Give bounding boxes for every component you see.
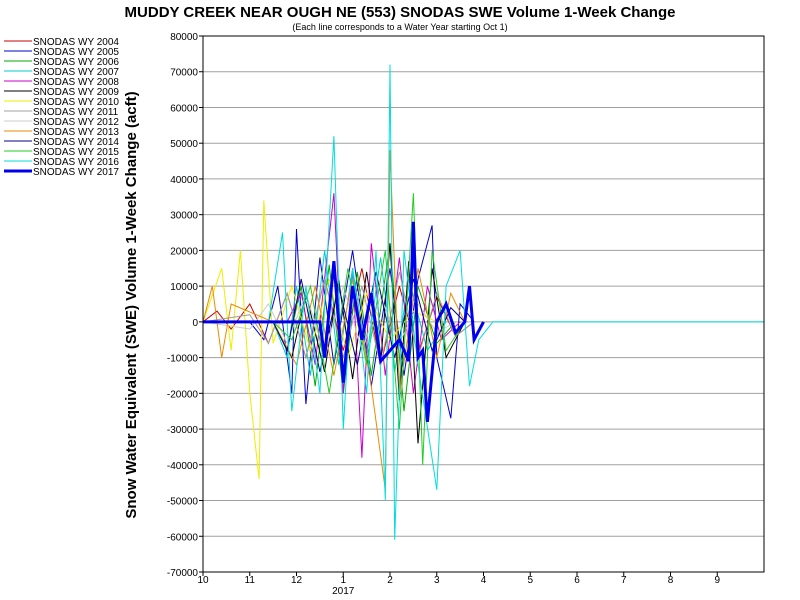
x-axis-ticks: 10 11 12 1 2 3 4 5 6 7 8 9 xyxy=(197,572,720,586)
series-line xyxy=(202,271,475,365)
y-tick-label: -70000 xyxy=(167,568,199,579)
x-tick-label: 1 xyxy=(340,575,346,586)
legend-label: SNODAS WY 2007 xyxy=(33,67,119,78)
legend-label: SNODAS WY 2009 xyxy=(33,87,119,98)
x-tick-label: 5 xyxy=(527,575,533,586)
chart-subtitle: (Each line corresponds to a Water Year s… xyxy=(292,22,507,32)
x-tick-label: 7 xyxy=(621,575,627,586)
y-tick-label: 50000 xyxy=(170,139,198,150)
x-tick-label: 3 xyxy=(434,575,440,586)
y-tick-label: -10000 xyxy=(167,354,199,365)
legend-label: SNODAS WY 2004 xyxy=(33,37,119,48)
legend-label: SNODAS WY 2005 xyxy=(33,47,119,58)
y-tick-label: 40000 xyxy=(170,175,198,186)
y-tick-label: 60000 xyxy=(170,103,198,114)
y-tick-label: 10000 xyxy=(170,282,198,293)
series-line xyxy=(202,284,456,356)
x-year-label: 2017 xyxy=(332,586,355,597)
x-tick-label: 12 xyxy=(291,575,303,586)
x-tick-label: 11 xyxy=(245,575,256,586)
legend-label: SNODAS WY 2008 xyxy=(33,77,119,88)
x-tick-label: 2 xyxy=(387,575,393,586)
legend-label: SNODAS WY 2015 xyxy=(33,147,119,158)
y-tick-label: -60000 xyxy=(167,532,199,543)
y-tick-label: -50000 xyxy=(167,497,199,508)
gridlines xyxy=(203,35,764,573)
series-line xyxy=(203,193,466,465)
plot-area-frame xyxy=(202,35,765,573)
y-axis-label: Snow Water Equivalent (SWE) Volume 1-Wee… xyxy=(123,91,140,518)
chart-title: MUDDY CREEK NEAR OUGH NE (553) SNODAS SW… xyxy=(125,4,676,21)
series-line xyxy=(203,221,485,423)
series-line xyxy=(203,193,461,458)
legend-label: SNODAS WY 2016 xyxy=(33,157,119,168)
legend-label: SNODAS WY 2012 xyxy=(33,117,119,128)
y-axis-ticks: 80000 70000 60000 50000 40000 30000 20000 10000… xyxy=(167,32,203,579)
legend-label: SNODAS WY 2017 xyxy=(33,167,119,178)
legend-label: SNODAS WY 2006 xyxy=(33,57,119,68)
x-tick-label: 9 xyxy=(714,575,720,586)
legend-label: SNODAS WY 2010 xyxy=(33,97,119,108)
x-tick-label: 6 xyxy=(574,575,580,586)
series-line xyxy=(203,271,466,373)
y-tick-label: -40000 xyxy=(167,461,199,472)
y-tick-label: 80000 xyxy=(170,32,198,43)
y-tick-label: 0 xyxy=(192,318,198,329)
series-lines xyxy=(202,64,764,540)
legend-label: SNODAS WY 2011 xyxy=(33,107,119,118)
x-tick-label: 10 xyxy=(197,575,209,586)
legend-label: SNODAS WY 2014 xyxy=(33,137,119,148)
y-tick-label: -20000 xyxy=(167,389,199,400)
x-tick-label: 8 xyxy=(668,575,674,586)
series-line xyxy=(203,64,764,540)
y-tick-label: 20000 xyxy=(170,246,198,257)
y-tick-label: 30000 xyxy=(170,211,198,222)
y-tick-label: 70000 xyxy=(170,68,198,79)
legend-label: SNODAS WY 2013 xyxy=(33,127,119,138)
x-tick-label: 4 xyxy=(481,575,487,586)
y-tick-label: -30000 xyxy=(167,425,199,436)
